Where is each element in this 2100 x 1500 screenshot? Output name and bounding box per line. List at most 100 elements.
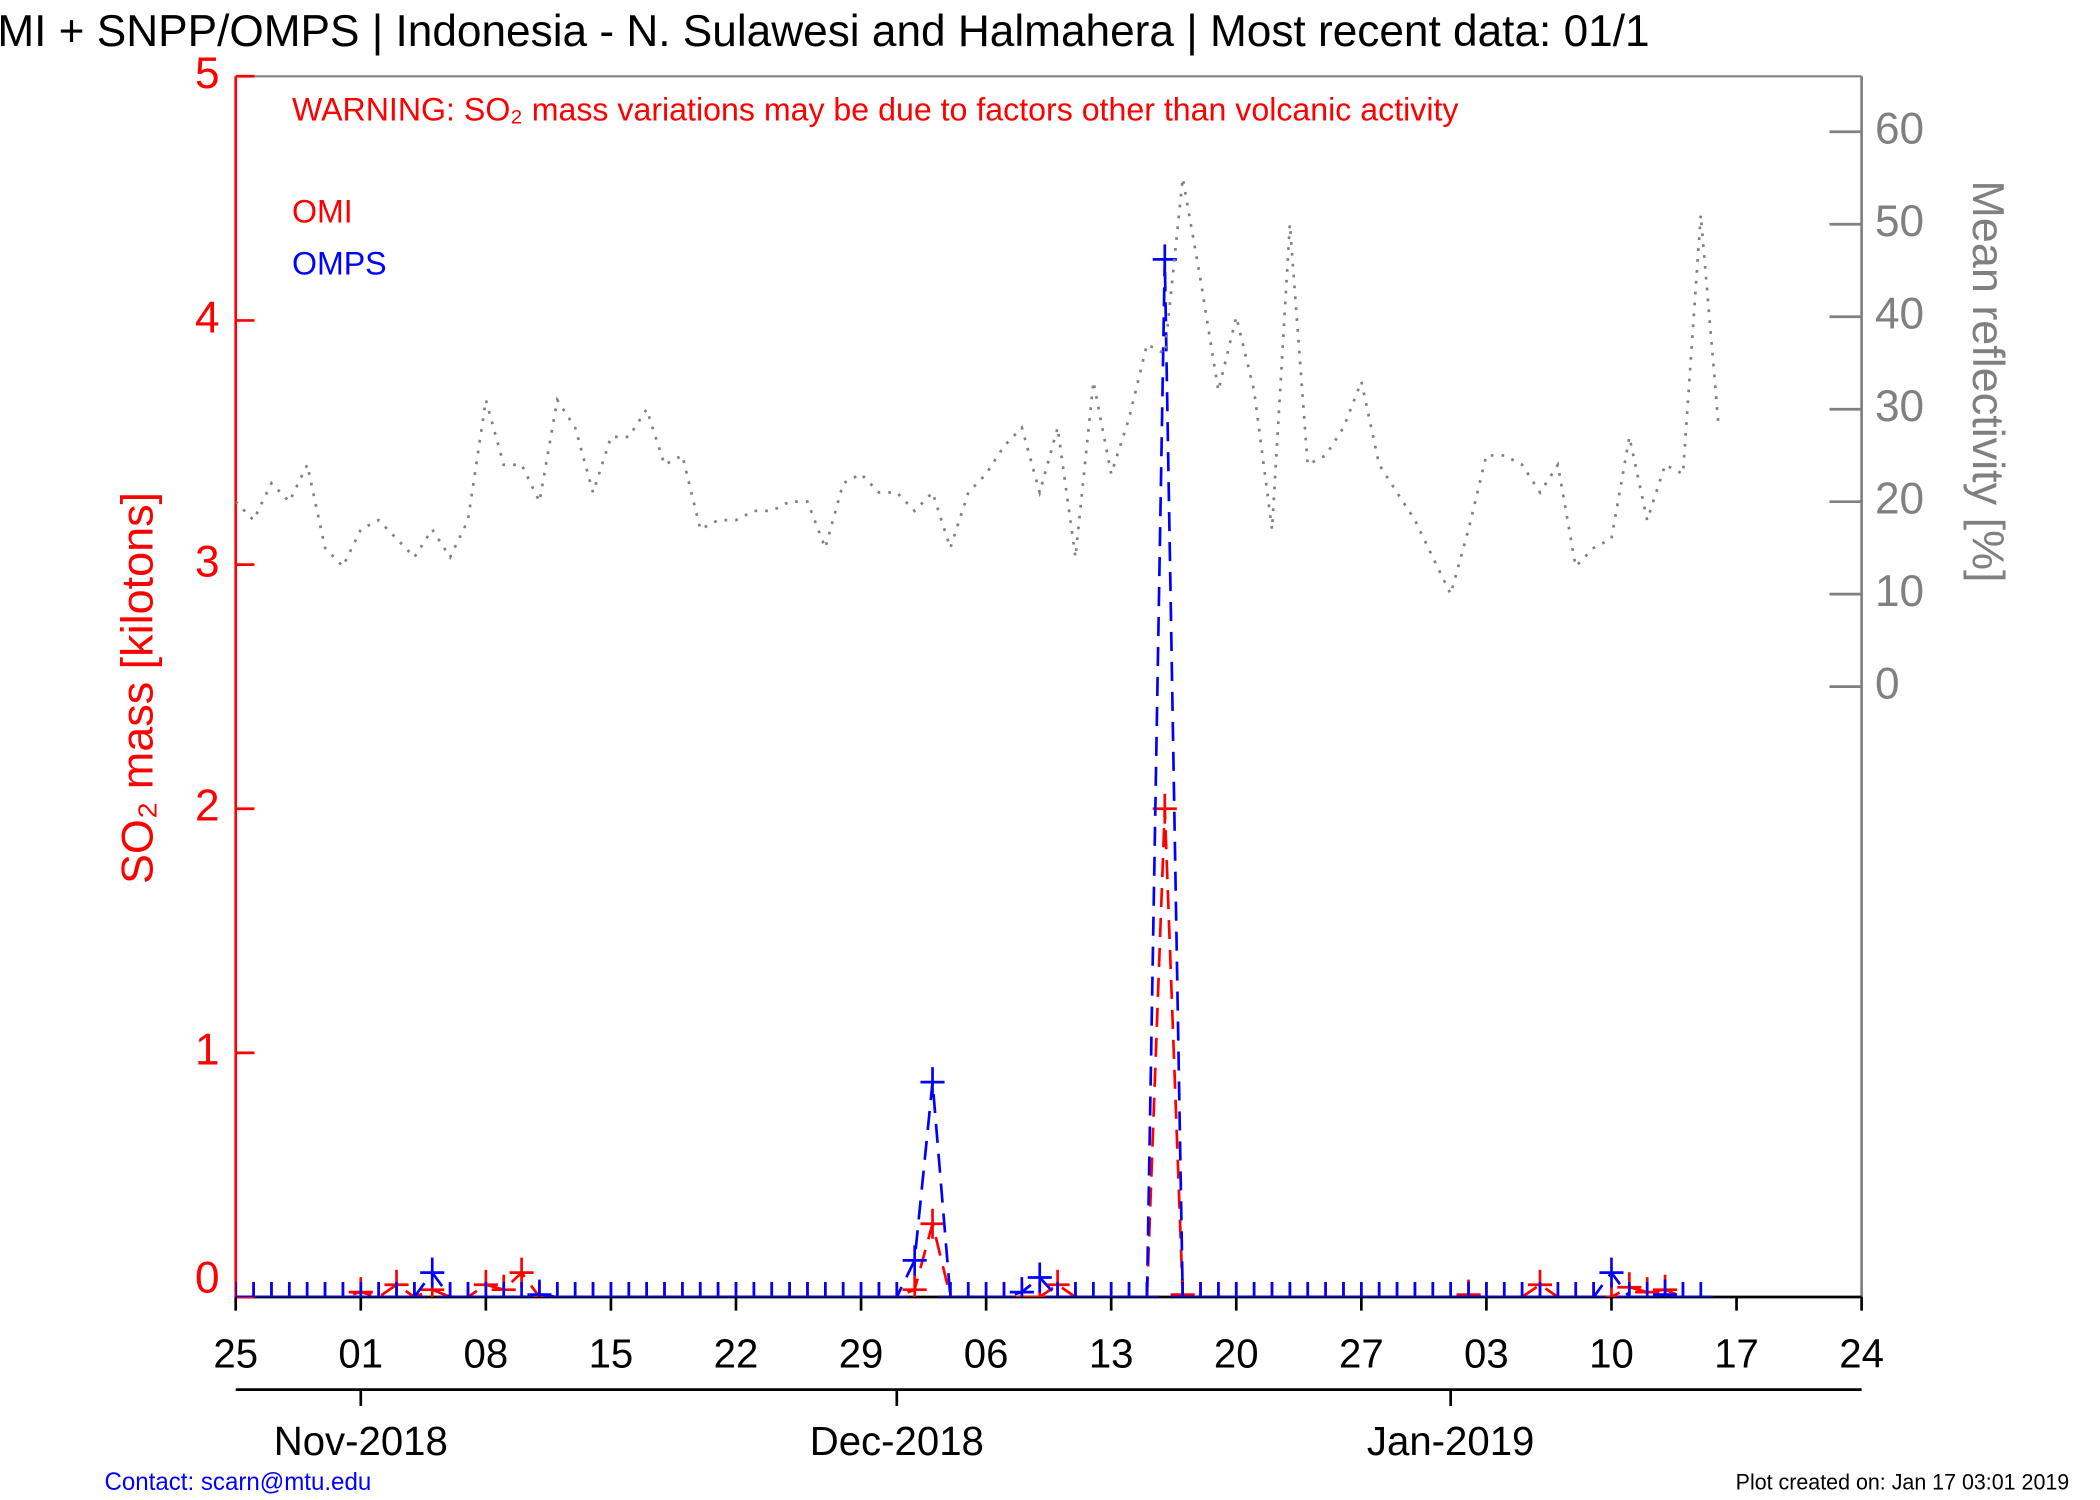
series-1 [235, 244, 1713, 1298]
x-tick-label: 27 [1339, 1330, 1384, 1376]
marker [1438, 1282, 1463, 1298]
y-tick-label: 3 [195, 537, 220, 586]
y-tick-label: 4 [195, 293, 220, 342]
marker [420, 1257, 445, 1288]
marker [1385, 1282, 1410, 1298]
marker [1152, 793, 1177, 824]
marker [1617, 1282, 1642, 1298]
y-tick-label: 2 [195, 781, 220, 830]
x-tick-label: 17 [1714, 1330, 1759, 1376]
marker [1152, 244, 1177, 275]
marker [1420, 1282, 1445, 1298]
legend-entry: OMI [292, 193, 353, 229]
x-tick-label: 10 [1589, 1330, 1634, 1376]
y-tick-label: 0 [195, 1253, 220, 1302]
marker [1027, 1262, 1052, 1293]
marker [902, 1274, 927, 1298]
x-tick-label: 29 [839, 1330, 884, 1376]
y2-tick-label: 20 [1875, 474, 1924, 523]
marker [348, 1282, 373, 1298]
x-tick-label: 03 [1464, 1330, 1509, 1376]
x-tick-label: 08 [464, 1330, 509, 1376]
y2-tick-label: 10 [1875, 567, 1924, 616]
marker [831, 1282, 856, 1298]
marker [598, 1282, 623, 1298]
marker [527, 1279, 552, 1298]
x-tick-label: 25 [213, 1330, 258, 1376]
marker [1259, 1282, 1285, 1298]
x-tick-label: 06 [964, 1330, 1009, 1376]
marker [884, 1282, 909, 1298]
marker [1563, 1282, 1588, 1298]
created-note: Plot created on: Jan 17 03:01 2019 [1736, 1469, 2070, 1494]
marker [723, 1282, 749, 1298]
marker [1688, 1282, 1713, 1298]
month-label: Jan-2019 [1367, 1418, 1535, 1464]
x-tick-label: 20 [1214, 1330, 1259, 1376]
marker [741, 1282, 766, 1298]
marker [991, 1282, 1017, 1298]
marker [1349, 1282, 1374, 1298]
marker [1331, 1282, 1356, 1298]
marker [330, 1282, 355, 1298]
marker [1492, 1282, 1517, 1298]
marker [902, 1245, 927, 1276]
marker [1581, 1282, 1606, 1298]
marker [1295, 1282, 1320, 1298]
marker [1224, 1282, 1249, 1298]
marker [956, 1282, 981, 1298]
marker [1367, 1282, 1392, 1298]
marker [545, 1282, 570, 1298]
y-axis-title: SO₂ mass [kilotons] [114, 492, 163, 884]
month-label: Nov-2018 [274, 1418, 448, 1464]
marker [241, 1282, 266, 1298]
marker [652, 1282, 677, 1298]
series-2 [235, 177, 1721, 598]
marker [1188, 1282, 1213, 1298]
y2-tick-label: 40 [1875, 289, 1924, 338]
x-tick-label: 01 [338, 1330, 383, 1376]
marker [1527, 1282, 1553, 1298]
marker [1313, 1282, 1338, 1298]
y-tick-label: 1 [195, 1025, 220, 1074]
marker [1402, 1282, 1427, 1298]
marker [1670, 1282, 1695, 1298]
marker [1063, 1282, 1088, 1298]
marker [455, 1282, 481, 1298]
y2-axis-title: Mean reflectivity [%] [1963, 180, 2012, 582]
marker [491, 1282, 516, 1298]
legend-entry: OMPS [292, 245, 387, 281]
marker [1277, 1282, 1302, 1298]
marker [616, 1282, 641, 1298]
y2-tick-label: 0 [1875, 659, 1900, 708]
marker [1510, 1282, 1535, 1298]
marker [295, 1282, 320, 1298]
marker [1456, 1282, 1481, 1298]
marker [1206, 1282, 1231, 1298]
marker [920, 1067, 945, 1098]
marker [509, 1282, 534, 1298]
marker [688, 1282, 713, 1298]
chart-title: MI + SNPP/OMPS | Indonesia - N. Sulawesi… [0, 7, 1650, 56]
y2-tick-label: 30 [1875, 382, 1924, 431]
marker [920, 1208, 945, 1239]
marker [777, 1282, 802, 1298]
marker [866, 1282, 891, 1298]
reflectivity-line [235, 177, 1721, 598]
marker [473, 1282, 498, 1298]
contact: Contact: scarn@mtu.edu [104, 1469, 371, 1496]
marker [1170, 1282, 1195, 1298]
y-tick-label: 5 [195, 49, 220, 98]
y2-tick-label: 60 [1875, 104, 1924, 153]
marker [1099, 1282, 1124, 1298]
marker [402, 1282, 427, 1298]
marker [384, 1282, 409, 1298]
x-tick-label: 15 [589, 1330, 634, 1376]
marker [1474, 1282, 1499, 1298]
marker [277, 1282, 302, 1298]
month-label: Dec-2018 [810, 1418, 984, 1464]
marker [813, 1282, 838, 1298]
marker [1599, 1257, 1624, 1288]
warning: WARNING: SO₂ mass variations may be due … [292, 91, 1459, 127]
